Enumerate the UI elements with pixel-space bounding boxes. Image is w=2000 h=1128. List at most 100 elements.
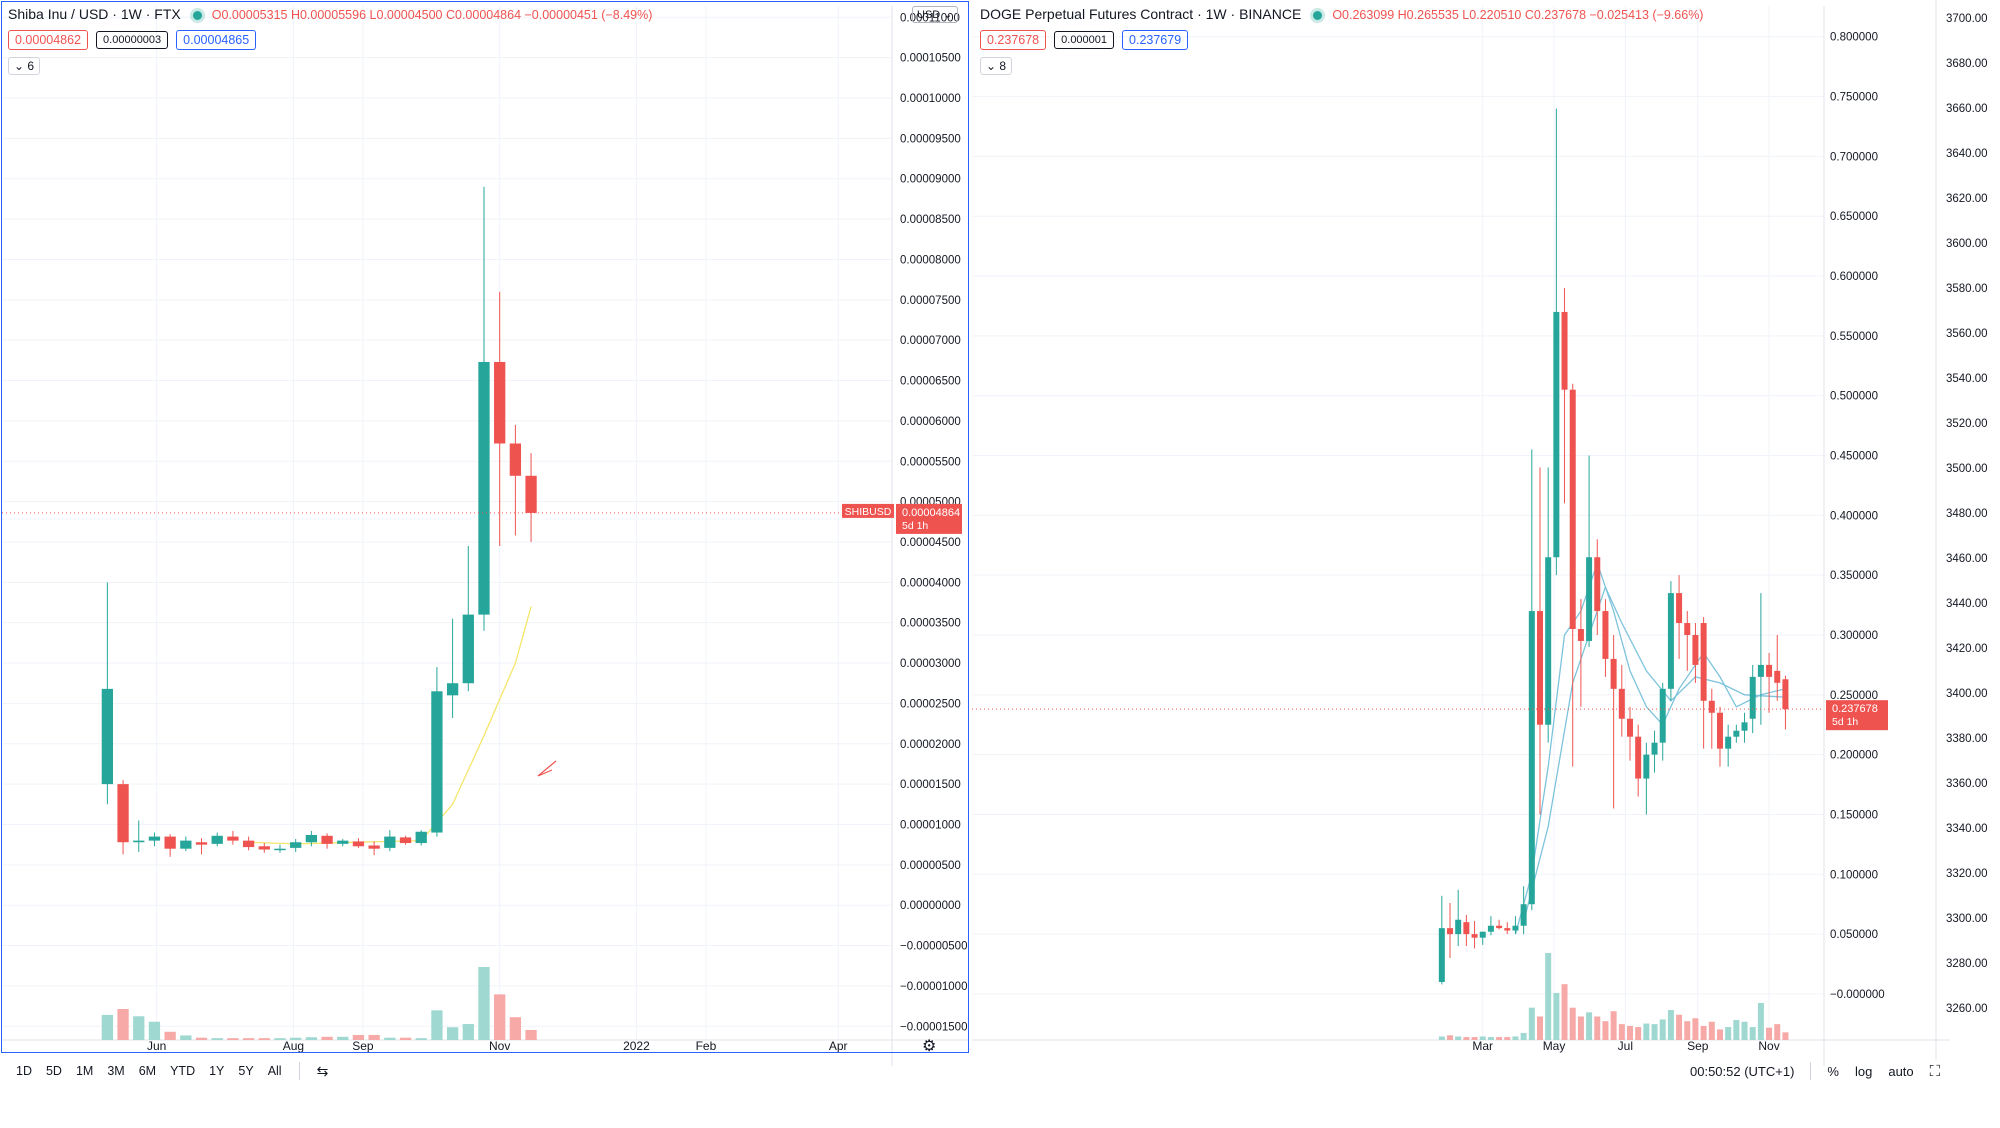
- settings-gear-icon[interactable]: ⚙: [922, 1038, 936, 1055]
- shib-indicators-toggle[interactable]: ⌄ 6: [8, 57, 41, 75]
- bottom-right-controls: 00:50:52 (UTC+1) % log auto ⛶: [1690, 1054, 1940, 1088]
- doge-spread: 0.000001: [1054, 31, 1115, 49]
- range-1y[interactable]: 1Y: [209, 1064, 225, 1078]
- candle: [1586, 455, 1593, 647]
- currency-selector[interactable]: USD ⌄: [912, 6, 958, 23]
- candle: [1602, 599, 1609, 677]
- y-tick-label: 0.00010000: [900, 93, 961, 105]
- volume-bar: [509, 1017, 522, 1040]
- shib-symbol[interactable]: Shiba Inu / USD · 1W · FTX: [8, 6, 181, 22]
- moving-average-line: [1514, 561, 1786, 935]
- candle: [1520, 886, 1527, 935]
- candle-body: [1528, 611, 1535, 905]
- candle: [1463, 914, 1470, 947]
- doge-ohlc: O0.263099 H0.265535 L0.220510 C0.237678 …: [1332, 8, 1704, 22]
- volume-bar: [101, 1014, 114, 1040]
- candle: [1610, 634, 1617, 809]
- y-tick-label: −0.00001000: [900, 981, 967, 993]
- volume-bar: [117, 1008, 129, 1040]
- doge-symbol[interactable]: DOGE Perpetual Futures Contract · 1W · B…: [980, 6, 1302, 22]
- candle-body: [1447, 928, 1454, 935]
- y2-tick-label: 3260.00: [1946, 1003, 1988, 1015]
- volume-bar: [462, 1024, 474, 1040]
- candle-body: [290, 842, 302, 848]
- shib-ask[interactable]: 0.00004865: [176, 30, 257, 50]
- doge-chart[interactable]: 0.800000 0.750000 0.700000 0.650000 0.600000…: [972, 0, 1988, 1066]
- candle: [1577, 599, 1584, 707]
- doge-ask[interactable]: 0.237679: [1122, 30, 1189, 50]
- candle-body: [1569, 389, 1576, 630]
- candle: [1667, 581, 1674, 701]
- y-tick-label: 0.100000: [1830, 869, 1878, 881]
- range-1d[interactable]: 1D: [16, 1064, 32, 1078]
- date-range-icon[interactable]: ⇆: [316, 1062, 329, 1079]
- volume-bar: [1610, 1011, 1617, 1040]
- y2-tick-label: 3660.00: [1946, 103, 1988, 115]
- candle: [1545, 467, 1552, 743]
- range-ytd[interactable]: YTD: [170, 1064, 196, 1078]
- candle-body: [258, 846, 270, 850]
- y2-tick-label: 3420.00: [1946, 643, 1988, 655]
- candle-body: [1643, 754, 1650, 779]
- y-tick-label: −0.000000: [1830, 989, 1885, 1001]
- y2-tick-label: 3640.00: [1946, 148, 1988, 160]
- volume-bar: [1757, 1002, 1764, 1040]
- volume-bar: [1659, 1019, 1666, 1040]
- clock[interactable]: 00:50:52 (UTC+1): [1690, 1063, 1795, 1079]
- candle: [1471, 920, 1478, 949]
- y-tick-label: 0.150000: [1830, 809, 1878, 821]
- y2-tick-label: 3480.00: [1946, 508, 1988, 520]
- shib-legend: Shiba Inu / USD · 1W · FTX O0.00005315 H0…: [8, 6, 652, 22]
- y2-tick-label: 3440.00: [1946, 598, 1988, 610]
- volume-bar: [290, 1037, 302, 1040]
- drawing-annotation: [537, 760, 557, 777]
- moving-average-line: [1522, 585, 1786, 923]
- fullscreen-icon[interactable]: ⛶: [1929, 1062, 1941, 1080]
- candle-body: [1733, 730, 1740, 737]
- y-tick-label: 0.300000: [1830, 630, 1878, 642]
- range-buttons: 1D 5D 1M 3M 6M YTD 1Y 5Y All ⇆: [9, 1062, 335, 1080]
- candle: [1684, 611, 1691, 671]
- range-3m[interactable]: 3M: [107, 1064, 125, 1078]
- doge-bid[interactable]: 0.237678: [980, 30, 1047, 50]
- doge-indicators-toggle[interactable]: ⌄ 8: [980, 57, 1013, 75]
- y-tick-label: 0.00008500: [900, 214, 961, 226]
- range-6m[interactable]: 6M: [138, 1064, 157, 1078]
- y2-tick-label: 3380.00: [1946, 733, 1988, 745]
- y-tick-label: 0.700000: [1830, 151, 1878, 163]
- range-1m[interactable]: 1M: [75, 1064, 94, 1078]
- volume-bar: [258, 1038, 270, 1040]
- candle-body: [1438, 928, 1445, 982]
- candle: [431, 667, 443, 837]
- y-tick-label: 0.350000: [1830, 570, 1878, 582]
- candle-body: [195, 842, 208, 845]
- log-toggle[interactable]: log: [1854, 1063, 1873, 1079]
- y-tick-label: 0.00000500: [900, 860, 961, 872]
- candle-body: [462, 614, 474, 684]
- volume-bar: [1716, 1029, 1723, 1040]
- volume-bar: [133, 1016, 145, 1040]
- y-tick-label: 0.00004500: [900, 537, 961, 549]
- shib-chart[interactable]: 0.00011000 0.00010500 0.00010000 0.00009500…: [2, 6, 968, 1066]
- range-5d[interactable]: 5D: [45, 1064, 62, 1078]
- range-all[interactable]: All: [267, 1064, 282, 1078]
- percent-toggle[interactable]: %: [1827, 1063, 1839, 1079]
- shib-bid[interactable]: 0.00004862: [8, 30, 89, 50]
- candle-body: [1553, 311, 1560, 558]
- volume-bar: [1667, 1010, 1674, 1040]
- candle-body: [1684, 623, 1691, 635]
- drawn-arrow: [537, 760, 557, 777]
- candle: [1594, 539, 1601, 635]
- candle: [1455, 889, 1462, 947]
- x-tick-label: May: [1543, 1039, 1566, 1053]
- candle: [384, 830, 396, 852]
- candle-body: [1561, 311, 1568, 390]
- volume-bar: [1520, 1032, 1527, 1040]
- y2-tick-label: 3460.00: [1946, 553, 1988, 565]
- auto-toggle[interactable]: auto: [1888, 1063, 1914, 1079]
- candle: [1766, 652, 1773, 713]
- range-5y[interactable]: 5Y: [238, 1064, 254, 1078]
- candle: [462, 546, 474, 692]
- toolbar-divider: [1810, 1062, 1812, 1080]
- volume-bar: [478, 967, 490, 1040]
